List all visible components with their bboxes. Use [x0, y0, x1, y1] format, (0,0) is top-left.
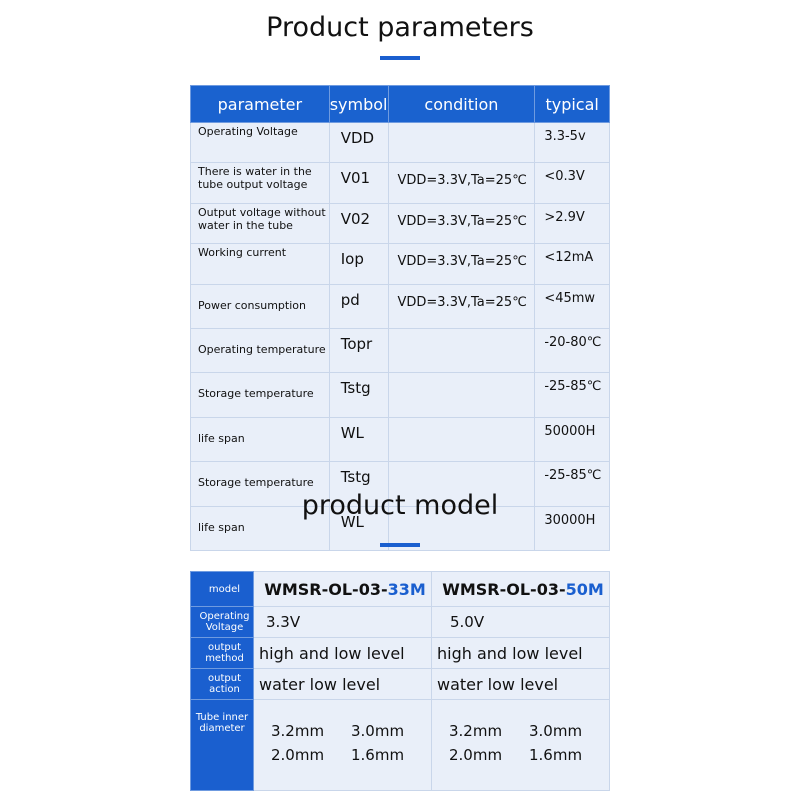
param-symbol: V02 [328, 202, 389, 245]
table-row: Output voltage without water in the tube… [190, 202, 610, 245]
model-prefix: WMSR-OL-03- [264, 579, 388, 599]
model-prefix: WMSR-OL-03- [442, 579, 566, 599]
diameter-cell: 3.2mm 3.0mm 2.0mm 1.6mm [253, 699, 432, 791]
title-underline [380, 56, 420, 60]
param-name: life span [190, 416, 330, 463]
model-title: product model [301, 490, 499, 521]
table-row: Operating Voltage 3.3V 5.0V [190, 606, 610, 638]
param-condition: VDD=3.3V,Ta=25℃ [387, 162, 536, 204]
table-row: Storage temperature Tstg -25-85℃ [190, 461, 610, 507]
model-name: WMSR-OL-03-50M [431, 571, 610, 607]
param-symbol: VDD [328, 121, 389, 164]
param-name: Operating temperature [190, 327, 330, 374]
param-symbol: Iop [328, 243, 389, 285]
action-value: water low level [253, 668, 432, 700]
param-name: Working current [190, 243, 330, 285]
param-typical: <45mw [534, 283, 610, 329]
label-voltage: Operating Voltage [190, 606, 254, 638]
param-typical: 3.3-5v [534, 121, 610, 164]
diameter-value: 3.0mm [351, 722, 405, 740]
param-typical: 30000H [534, 505, 610, 551]
param-typical: <12mA [534, 243, 610, 285]
method-value: high and low level [253, 637, 432, 669]
param-symbol: WL [328, 416, 389, 463]
table-row: Power consumption pd VDD=3.3V,Ta=25℃ <45mw [190, 283, 610, 329]
table-row: output method high and low level high an… [190, 637, 610, 669]
table-row: Operating Voltage VDD 3.3-5v [190, 121, 610, 164]
diameter-value: 3.0mm [529, 722, 583, 740]
param-condition: VDD=3.3V,Ta=25℃ [387, 202, 536, 245]
header-symbol: symbol [328, 85, 389, 123]
model-suffix: 50M [565, 579, 604, 599]
voltage-value: 3.3V [253, 606, 432, 638]
table-row: There is water in the tube output voltag… [190, 162, 610, 204]
diameter-value: 2.0mm [271, 746, 325, 764]
table-row: Tube inner diameter 3.2mm 3.0mm 2.0mm 1.6mm… [190, 699, 610, 791]
header-parameter: parameter [190, 85, 330, 123]
label-model: model [190, 571, 254, 607]
param-condition: VDD=3.3V,Ta=25℃ [387, 243, 536, 285]
table-row: model WMSR-OL-03-33M WMSR-OL-03-50M [190, 571, 610, 607]
model-table: model WMSR-OL-03-33M WMSR-OL-03-50M Oper… [190, 571, 610, 791]
header-condition: condition [387, 85, 536, 123]
params-header-row: parameter symbol condition typical [190, 85, 610, 123]
method-value: high and low level [431, 637, 610, 669]
param-symbol: V01 [328, 162, 389, 204]
label-action: output action [190, 668, 254, 700]
param-typical: -25-85℃ [534, 461, 610, 507]
diameter-value: 1.6mm [529, 746, 583, 764]
diameter-value: 3.2mm [449, 722, 503, 740]
model-name: WMSR-OL-03-33M [253, 571, 432, 607]
action-value: water low level [431, 668, 610, 700]
diameter-value: 1.6mm [351, 746, 405, 764]
param-symbol: pd [328, 283, 389, 329]
param-name: There is water in the tube output voltag… [190, 162, 330, 204]
param-name: Output voltage without water in the tube [190, 202, 330, 245]
param-name: Storage temperature [190, 461, 330, 507]
header-typical: typical [534, 85, 610, 123]
param-typical: <0.3V [534, 162, 610, 204]
param-condition [387, 121, 536, 164]
diameter-value: 2.0mm [449, 746, 503, 764]
model-suffix: 33M [387, 579, 426, 599]
params-table: parameter symbol condition typical Opera… [190, 85, 610, 551]
param-symbol: Tstg [328, 461, 389, 507]
param-condition: VDD=3.3V,Ta=25℃ [387, 283, 536, 329]
param-typical: >2.9V [534, 202, 610, 245]
label-diameter: Tube inner diameter [190, 699, 254, 791]
voltage-value: 5.0V [431, 606, 610, 638]
param-name: Storage temperature [190, 372, 330, 418]
param-condition [387, 327, 536, 374]
label-method: output method [190, 637, 254, 669]
param-name: Operating Voltage [190, 121, 330, 164]
param-typical: -25-85℃ [534, 372, 610, 418]
param-condition [387, 416, 536, 463]
param-symbol: Topr [328, 327, 389, 374]
diameter-value: 3.2mm [271, 722, 325, 740]
table-row: life span WL 50000H [190, 416, 610, 463]
table-row: Operating temperature Topr -20-80℃ [190, 327, 610, 374]
param-typical: -20-80℃ [534, 327, 610, 374]
param-name: life span [190, 505, 330, 551]
param-name: Power consumption [190, 283, 330, 329]
table-row: output action water low level water low … [190, 668, 610, 700]
diameter-cell: 3.2mm 3.0mm 2.0mm 1.6mm [431, 699, 610, 791]
param-typical: 50000H [534, 416, 610, 463]
params-title: Product parameters [266, 12, 534, 43]
table-row: Storage temperature Tstg -25-85℃ [190, 372, 610, 418]
table-row: Working current Iop VDD=3.3V,Ta=25℃ <12mA [190, 243, 610, 285]
title-underline [380, 543, 420, 547]
param-condition [387, 372, 536, 418]
param-symbol: Tstg [328, 372, 389, 418]
